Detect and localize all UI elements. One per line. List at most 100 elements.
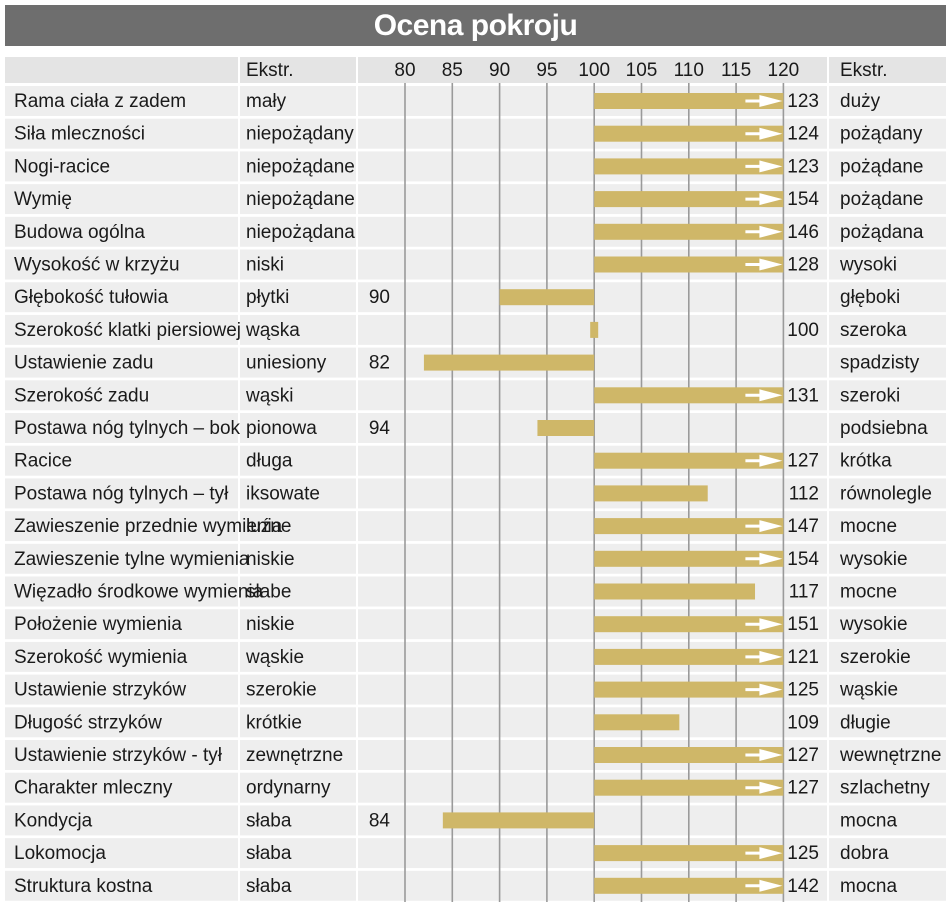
low-extreme-label: słaba	[246, 843, 292, 864]
row-band-high	[829, 511, 946, 542]
row-band-low	[240, 184, 356, 215]
row-band-low	[240, 151, 356, 182]
row-band-trait	[5, 609, 238, 640]
row-band-low	[240, 641, 356, 672]
value-label: 124	[787, 124, 819, 145]
trait-label: Struktura kostna	[14, 876, 153, 897]
row-band-high	[829, 380, 946, 411]
low-extreme-label: luźne	[246, 516, 291, 537]
row-band-high	[829, 282, 946, 313]
trait-label: Zawieszenie tylne wymienia	[14, 549, 250, 570]
row-band-low	[240, 543, 356, 574]
high-extreme-label: pożądane	[840, 156, 923, 177]
trait-label: Położenie wymienia	[14, 614, 182, 635]
row-band-high	[829, 543, 946, 574]
header-cell-high	[829, 57, 946, 83]
row-band-high	[829, 445, 946, 476]
high-extreme-label: pożądany	[840, 124, 923, 145]
low-extreme-label: pionowa	[246, 418, 317, 439]
row-band-low	[240, 674, 356, 705]
high-extreme-label: szeroka	[840, 320, 907, 341]
value-label: 125	[787, 680, 819, 701]
row-band-low	[240, 740, 356, 770]
row-band-high	[829, 609, 946, 640]
row-band-trait	[5, 740, 238, 770]
row-band-low	[240, 413, 356, 443]
tick-label: 85	[442, 60, 463, 81]
tick-label: 80	[394, 60, 415, 81]
row-band-trait	[5, 380, 238, 411]
value-label: 82	[369, 353, 390, 374]
low-extreme-label: niskie	[246, 549, 295, 570]
bar	[594, 387, 784, 404]
trait-label: Postawa nóg tylnych – bok	[14, 418, 241, 439]
overflow-arrow	[745, 454, 783, 467]
high-extreme-label: wąskie	[839, 680, 898, 701]
overflow-arrow	[745, 258, 783, 271]
high-extreme-label: szeroki	[840, 385, 900, 406]
row-band-high	[829, 478, 946, 509]
row-band-low	[240, 216, 356, 247]
trait-label: Racice	[14, 451, 72, 472]
row-band-trait	[5, 838, 238, 869]
row-band-trait	[5, 641, 238, 672]
trait-label: Szerokość klatki piersiowej	[14, 320, 241, 341]
bar	[594, 485, 708, 502]
header-right-label: Ekstr.	[840, 60, 888, 81]
row-band-trait	[5, 118, 238, 149]
low-extreme-label: uniesiony	[246, 353, 327, 374]
value-label: 109	[787, 712, 819, 733]
row-band-high	[829, 347, 946, 378]
trait-label: Charakter mleczny	[14, 778, 173, 799]
row-band-high	[829, 249, 946, 280]
value-label: 123	[787, 156, 819, 177]
bar	[594, 779, 784, 796]
overflow-arrow	[745, 683, 783, 696]
row-band-trait	[5, 707, 238, 738]
row-band-low	[240, 805, 356, 836]
low-extreme-label: płytki	[246, 287, 289, 308]
value-label: 100	[787, 320, 819, 341]
tick-label: 110	[674, 60, 704, 81]
row-band-trait	[5, 511, 238, 542]
overflow-arrow	[745, 781, 783, 794]
value-label: 84	[369, 810, 391, 831]
overflow-arrow	[745, 520, 783, 533]
bar	[594, 845, 784, 862]
trait-label: Postawa nóg tylnych – tył	[14, 483, 229, 504]
bar	[594, 452, 784, 469]
value-label: 146	[787, 222, 819, 243]
value-label: 117	[789, 582, 819, 603]
high-extreme-label: mocne	[840, 582, 897, 603]
row-band-low	[240, 86, 356, 116]
row-band-high	[829, 314, 946, 345]
high-extreme-label: wysokie	[839, 549, 908, 570]
trait-label: Kondycja	[14, 810, 93, 831]
overflow-arrow	[745, 879, 783, 892]
row-band-trait	[5, 184, 238, 215]
low-extreme-label: niskie	[246, 614, 295, 635]
value-label: 128	[787, 255, 819, 276]
row-band-low	[240, 838, 356, 869]
value-label: 94	[369, 418, 391, 439]
row-band-high	[829, 86, 946, 116]
overflow-arrow	[745, 127, 783, 140]
trait-label: Lokomocja	[14, 843, 106, 864]
bar	[594, 125, 784, 142]
high-extreme-label: duży	[840, 91, 881, 112]
bar	[590, 321, 599, 338]
row-band-trait	[5, 870, 238, 901]
trait-label: Nogi-racice	[14, 156, 110, 177]
row-band-plot	[358, 707, 827, 738]
row-band-low	[240, 118, 356, 149]
value-label: 131	[787, 385, 819, 406]
row-band-low	[240, 511, 356, 542]
trait-label: Głębokość tułowia	[14, 287, 169, 308]
trait-label: Więzadło środkowe wymienia	[14, 582, 264, 603]
bar	[423, 354, 595, 371]
trait-label: Szerokość wymienia	[14, 647, 188, 668]
row-band-low	[240, 707, 356, 738]
bar	[594, 877, 784, 894]
row-band-high	[829, 576, 946, 607]
bar	[594, 158, 784, 175]
